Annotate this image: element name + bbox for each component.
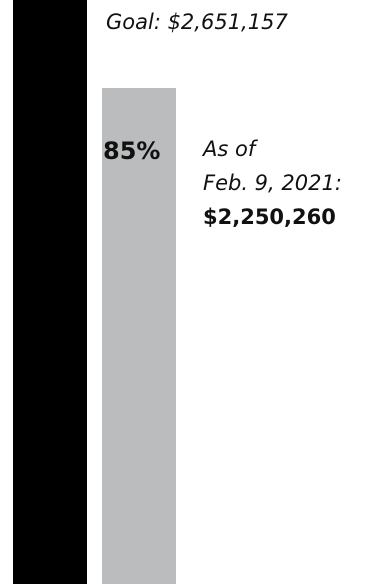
raised-amount: $2,250,260 [203,205,336,229]
as-of-label: As of [203,137,256,161]
progress-track [102,0,176,584]
goal-label: Goal: $2,651,157 [106,10,288,34]
as-of-date: Feb. 9, 2021: [203,171,342,195]
as-of-block: As of Feb. 9, 2021: $2,250,260 [203,132,342,234]
goal-bar [13,0,87,584]
percent-label: 85% [103,137,161,165]
progress-fill [102,87,176,584]
